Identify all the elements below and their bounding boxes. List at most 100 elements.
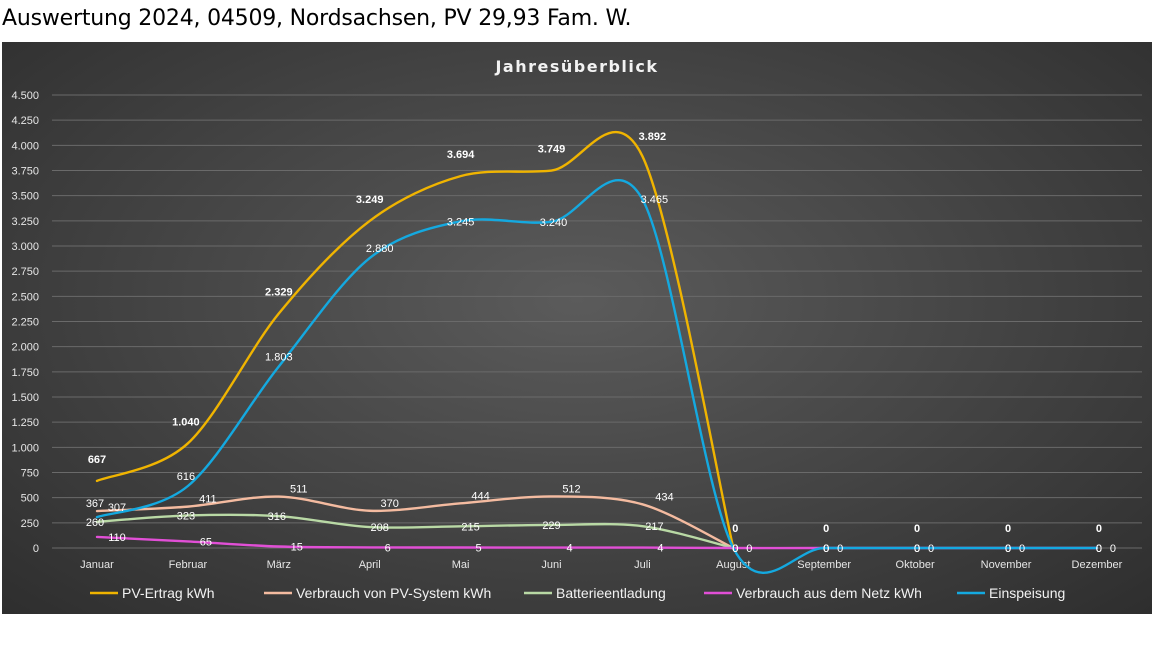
legend-item[interactable]: Verbrauch aus dem Netz kWh [704,585,922,601]
data-label: 0 [732,543,738,555]
data-label: 0 [914,543,920,555]
x-axis: Januar Februar März April Mai Juni Juli August S… [80,559,1122,571]
data-label: 110 [108,532,126,544]
x-tick-label: Oktober [896,559,935,571]
data-label: 444 [471,490,489,502]
data-label: 0 [1110,543,1116,555]
y-tick-label: 3.500 [11,191,39,203]
y-tick-label: 1.750 [11,367,39,379]
data-label: 217 [645,521,663,533]
data-label: 370 [381,498,399,510]
data-label: 0 [837,543,843,555]
data-label: 0 [1005,523,1011,535]
y-tick-label: 2.250 [11,317,39,329]
y-tick-label: 4.250 [11,115,39,127]
x-tick-label: November [981,559,1032,571]
data-label: 0 [1019,543,1025,555]
y-tick-label: 0 [33,543,39,555]
data-label: 323 [177,510,195,522]
data-label: 3.240 [540,217,568,229]
data-label: 229 [542,520,560,532]
data-label: 0 [914,543,920,555]
legend[interactable]: PV-Ertrag kWh Verbrauch von PV-System kWh… [90,585,1065,601]
data-label: 3.694 [447,149,475,161]
y-tick-label: 3.750 [11,166,39,178]
y-tick-label: 4.500 [11,90,39,102]
data-label: 3.249 [356,194,384,206]
data-label: 512 [562,483,580,495]
data-label: 0 [732,543,738,555]
chart-svg: Jahresüberblick 02505007501.0001.2501.50… [11,57,1142,601]
data-label: 316 [268,511,286,523]
series-line [95,513,735,550]
legend-item[interactable]: Verbrauch von PV-System kWh [264,585,491,601]
data-label: 616 [177,471,195,483]
legend-label: Batterieentladung [556,585,666,601]
data-label: 0 [732,543,738,555]
data-label: 2.880 [366,243,394,255]
data-label: 0 [823,523,829,535]
x-tick-label: Juli [634,559,651,571]
data-label: 0 [823,543,829,555]
data-label: 208 [371,522,389,534]
data-label: 0 [1096,523,1102,535]
data-label: 434 [655,491,673,503]
data-label: 3.245 [447,216,475,228]
data-label: 0 [1096,543,1102,555]
legend-item[interactable]: Einspeisung [957,585,1065,601]
x-tick-label: März [267,559,291,571]
data-label: 6 [385,542,391,554]
data-label: 0 [914,523,920,535]
x-tick-label: Mai [452,559,470,571]
data-label: 0 [823,543,829,555]
y-tick-label: 1.000 [11,442,39,454]
data-label: 3.749 [538,144,566,156]
page-title: Auswertung 2024, 04509, Nordsachsen, PV … [2,6,632,31]
data-label: 260 [86,517,104,529]
x-tick-label: Dezember [1072,559,1123,571]
data-label: 0 [928,543,934,555]
series-line [95,535,1099,550]
data-label: 0 [746,543,752,555]
y-tick-label: 2.750 [11,266,39,278]
data-label: 2.329 [265,287,293,299]
x-tick-label: Februar [169,559,208,571]
data-label: 367 [86,498,104,510]
data-label: 0 [1096,543,1102,555]
y-tick-label: 4.000 [11,140,39,152]
y-tick-label: 500 [21,493,39,505]
data-label: 411 [199,494,217,506]
x-tick-label: April [359,559,381,571]
y-tick-label: 2.500 [11,291,39,303]
chart-panel: Jahresüberblick 0 250 500 750 1.000 1.250 1.50… [2,42,1152,614]
x-tick-label: September [797,559,851,571]
data-label: 0 [823,543,829,555]
legend-label: Verbrauch von PV-System kWh [296,585,491,601]
y-tick-label: 1.500 [11,392,39,404]
data-label: 307 [108,502,126,514]
y-tick-label: 3.250 [11,216,39,228]
data-label: 1.040 [172,416,200,428]
legend-label: Einspeisung [989,585,1065,601]
legend-item[interactable]: PV-Ertrag kWh [90,585,215,601]
data-label: 0 [1096,543,1102,555]
data-label: 4 [657,543,663,555]
data-label: 5 [476,542,482,554]
y-tick-label: 3.000 [11,241,39,253]
y-tick-label: 250 [21,518,39,530]
data-label: 1.803 [265,351,293,363]
series-lines [95,130,1099,574]
legend-label: PV-Ertrag kWh [122,585,215,601]
legend-item[interactable]: Batterieentladung [524,585,666,601]
series-line [95,179,1099,574]
data-label: 65 [200,536,212,548]
data-label: 4 [566,543,572,555]
data-label: 3.892 [639,131,667,143]
legend-label: Verbrauch aus dem Netz kWh [736,585,922,601]
data-label: 0 [1005,543,1011,555]
series-line [95,495,735,550]
y-tick-label: 750 [21,468,39,480]
y-tick-label: 1.250 [11,417,39,429]
data-label: 215 [461,521,479,533]
